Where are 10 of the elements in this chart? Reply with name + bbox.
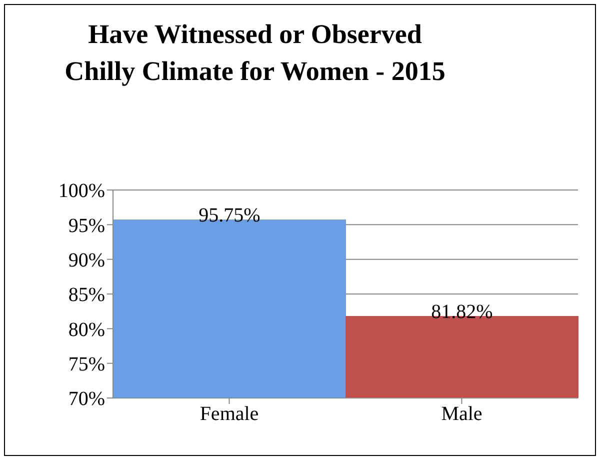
y-tick-label: 75% xyxy=(68,353,105,376)
y-tick-label: 85% xyxy=(68,284,105,306)
y-tick-label: 80% xyxy=(68,318,105,341)
x-tick-label: Female xyxy=(200,403,259,426)
y-tick-label: 70% xyxy=(68,388,105,410)
y-tick-label: 90% xyxy=(68,249,105,272)
y-tick-label: 100% xyxy=(58,180,105,202)
x-tick-label: Male xyxy=(441,403,482,426)
chart-title: Have Witnessed or Observed Chilly Climate for Women - 2015 xyxy=(64,18,446,88)
y-tick-label: 95% xyxy=(68,214,105,237)
